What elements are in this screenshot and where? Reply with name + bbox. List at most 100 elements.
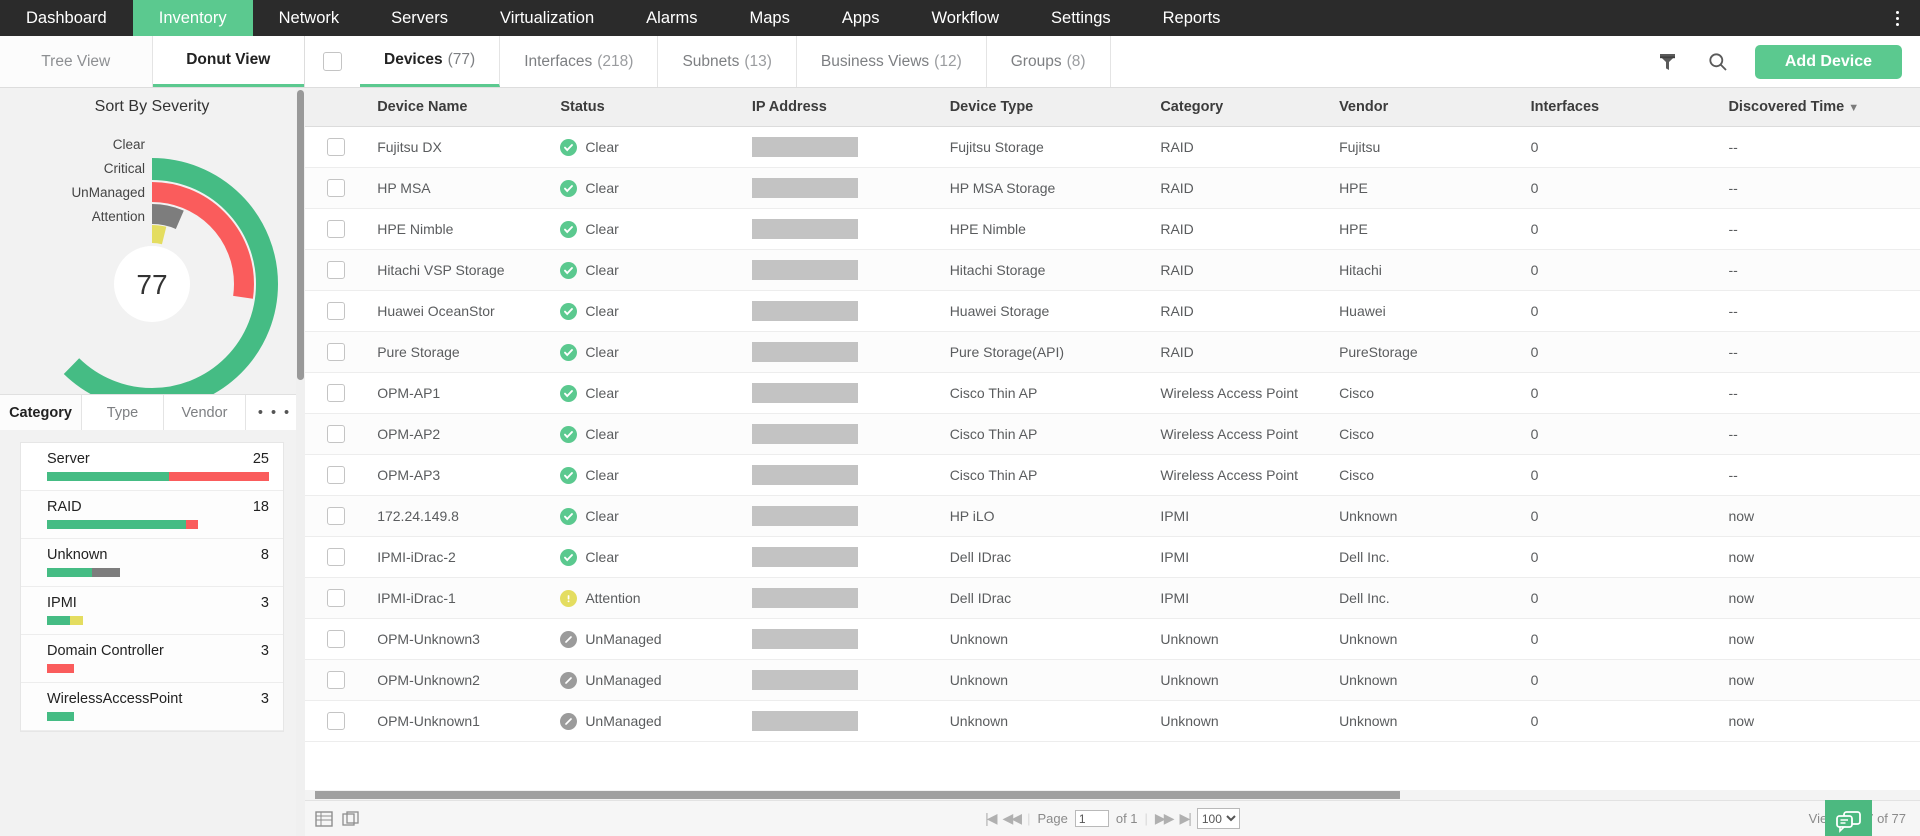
legend-item-critical[interactable]: Critical bbox=[103, 161, 145, 176]
legend-item-clear[interactable]: Clear bbox=[112, 137, 145, 152]
row-checkbox[interactable] bbox=[327, 179, 346, 197]
column-chooser-icon[interactable] bbox=[342, 810, 360, 827]
row-checkbox[interactable] bbox=[327, 220, 346, 238]
list-item[interactable]: Unknown 8 bbox=[21, 539, 283, 587]
table-footer: |◀ ◀◀ | Page of 1 | ▶▶ ▶| 1002550200 Vie… bbox=[305, 800, 1920, 836]
row-checkbox[interactable] bbox=[327, 589, 346, 607]
header-category[interactable]: Category bbox=[1160, 88, 1340, 127]
table-row[interactable]: HPE Nimble Clear HPE Nimble RAID HPE 0 -… bbox=[305, 208, 1920, 250]
tab-interfaces[interactable]: Interfaces (218) bbox=[500, 36, 659, 87]
nav-item-virtualization[interactable]: Virtualization bbox=[474, 0, 620, 36]
table-row[interactable]: OPM-AP3 Clear Cisco Thin AP Wireless Acc… bbox=[305, 454, 1920, 496]
grid-view-icon[interactable] bbox=[315, 810, 333, 827]
cell-ip-address bbox=[751, 495, 950, 537]
row-checkbox[interactable] bbox=[327, 138, 346, 156]
header-status[interactable]: Status bbox=[560, 88, 752, 127]
nav-item-apps[interactable]: Apps bbox=[816, 0, 906, 36]
row-checkbox[interactable] bbox=[327, 712, 346, 730]
nav-item-alarms[interactable]: Alarms bbox=[620, 0, 723, 36]
page-number-input[interactable] bbox=[1074, 810, 1109, 827]
nav-item-network[interactable]: Network bbox=[253, 0, 366, 36]
tab-vendor[interactable]: Vendor bbox=[164, 395, 246, 430]
list-item[interactable]: Domain Controller 3 bbox=[21, 635, 283, 683]
table-row[interactable]: HP MSA Clear HP MSA Storage RAID HPE 0 -… bbox=[305, 167, 1920, 209]
cell-device-type: Unknown bbox=[949, 659, 1161, 701]
row-checkbox[interactable] bbox=[327, 425, 346, 443]
table-row[interactable]: OPM-Unknown1 UnManaged Unknown Unknown U… bbox=[305, 700, 1920, 742]
header-discovered-time[interactable]: Discovered Time ▼ bbox=[1728, 88, 1920, 127]
select-all-checkbox[interactable] bbox=[323, 52, 342, 71]
nav-item-inventory[interactable]: Inventory bbox=[132, 0, 253, 36]
nav-item-workflow[interactable]: Workflow bbox=[905, 0, 1025, 36]
list-item[interactable]: WirelessAccessPoint 3 bbox=[21, 683, 283, 731]
tab-groups[interactable]: Groups (8) bbox=[987, 36, 1111, 87]
tab-type[interactable]: Type bbox=[82, 395, 164, 430]
tab-category[interactable]: Category bbox=[0, 395, 82, 430]
row-checkbox[interactable] bbox=[327, 548, 346, 566]
row-checkbox[interactable] bbox=[327, 466, 346, 484]
row-checkbox[interactable] bbox=[327, 302, 346, 320]
last-page-icon[interactable]: ▶| bbox=[1179, 810, 1191, 826]
cell-status: Clear bbox=[560, 413, 752, 455]
table-row[interactable]: Hitachi VSP Storage Clear Hitachi Storag… bbox=[305, 249, 1920, 291]
tab-tree-view[interactable]: Tree View bbox=[0, 36, 153, 87]
table-row[interactable]: IPMI-iDrac-1 Attention Dell IDrac IPMI D… bbox=[305, 577, 1920, 619]
vertical-dots-icon[interactable] bbox=[1884, 0, 1910, 36]
tab-subnets[interactable]: Subnets (13) bbox=[658, 36, 797, 87]
table-row[interactable]: OPM-AP1 Clear Cisco Thin AP Wireless Acc… bbox=[305, 372, 1920, 414]
funnel-icon[interactable] bbox=[1643, 36, 1693, 88]
cell-status: Clear bbox=[560, 372, 752, 414]
tab-donut-view[interactable]: Donut View bbox=[152, 36, 304, 87]
page-size-select[interactable]: 1002550200 bbox=[1196, 808, 1240, 829]
table-row[interactable]: OPM-AP2 Clear Cisco Thin AP Wireless Acc… bbox=[305, 413, 1920, 455]
row-checkbox[interactable] bbox=[327, 671, 346, 689]
next-page-icon[interactable]: ▶▶ bbox=[1154, 810, 1174, 826]
table-row[interactable]: OPM-Unknown2 UnManaged Unknown Unknown U… bbox=[305, 659, 1920, 701]
first-page-icon[interactable]: |◀ bbox=[985, 810, 997, 826]
secondary-toolbar: Tree View Donut View Devices (77) Interfa… bbox=[0, 36, 1920, 88]
table-row[interactable]: Fujitsu DX Clear Fujitsu Storage RAID Fu… bbox=[305, 126, 1920, 168]
row-select-cell bbox=[305, 413, 376, 455]
row-checkbox[interactable] bbox=[327, 384, 346, 402]
search-icon[interactable] bbox=[1693, 36, 1743, 88]
status-label: Clear bbox=[585, 344, 619, 360]
table-row[interactable]: OPM-Unknown3 UnManaged Unknown Unknown U… bbox=[305, 618, 1920, 660]
scrollbar-thumb[interactable] bbox=[297, 90, 304, 380]
scrollbar-thumb[interactable] bbox=[315, 791, 1400, 799]
status-label: Clear bbox=[585, 262, 619, 278]
nav-item-reports[interactable]: Reports bbox=[1137, 0, 1247, 36]
nav-item-maps[interactable]: Maps bbox=[724, 0, 816, 36]
chat-bubbles-icon[interactable] bbox=[1825, 800, 1872, 836]
table-row[interactable]: Pure Storage Clear Pure Storage(API) RAI… bbox=[305, 331, 1920, 373]
header-device-name[interactable]: Device Name bbox=[375, 88, 561, 127]
table-horizontal-scrollbar[interactable] bbox=[305, 790, 1920, 800]
header-device-type[interactable]: Device Type bbox=[949, 88, 1161, 127]
table-row[interactable]: 172.24.149.8 Clear HP iLO IPMI Unknown 0… bbox=[305, 495, 1920, 537]
list-item[interactable]: RAID 18 bbox=[21, 491, 283, 539]
header-ip-address[interactable]: IP Address bbox=[751, 88, 950, 127]
legend-item-attention[interactable]: Attention bbox=[91, 209, 145, 224]
sidebar-vertical-scrollbar[interactable] bbox=[296, 88, 305, 836]
nav-item-servers[interactable]: Servers bbox=[365, 0, 474, 36]
cell-ip-address bbox=[751, 413, 950, 455]
list-item[interactable]: Server 25 bbox=[21, 443, 283, 491]
tab-business-views[interactable]: Business Views (12) bbox=[797, 36, 987, 87]
table-row[interactable]: Huawei OceanStor Clear Huawei Storage RA… bbox=[305, 290, 1920, 332]
sort-descending-icon[interactable]: ▼ bbox=[1848, 102, 1860, 114]
tab-devices[interactable]: Devices (77) bbox=[360, 36, 501, 87]
list-item[interactable]: IPMI 3 bbox=[21, 587, 283, 635]
header-vendor[interactable]: Vendor bbox=[1339, 88, 1531, 127]
add-device-button[interactable]: Add Device bbox=[1754, 44, 1902, 79]
prev-page-icon[interactable]: ◀◀ bbox=[1002, 810, 1022, 826]
row-checkbox[interactable] bbox=[327, 630, 346, 648]
nav-item-dashboard[interactable]: Dashboard bbox=[0, 0, 133, 36]
cell-vendor: Dell Inc. bbox=[1339, 536, 1531, 578]
header-interfaces[interactable]: Interfaces bbox=[1530, 88, 1729, 127]
row-checkbox[interactable] bbox=[327, 507, 346, 525]
table-row[interactable]: IPMI-iDrac-2 Clear Dell IDrac IPMI Dell … bbox=[305, 536, 1920, 578]
legend-item-unmanaged[interactable]: UnManaged bbox=[71, 185, 145, 200]
row-checkbox[interactable] bbox=[327, 261, 346, 279]
status-label: UnManaged bbox=[585, 631, 662, 647]
row-checkbox[interactable] bbox=[327, 343, 346, 361]
nav-item-settings[interactable]: Settings bbox=[1025, 0, 1137, 36]
